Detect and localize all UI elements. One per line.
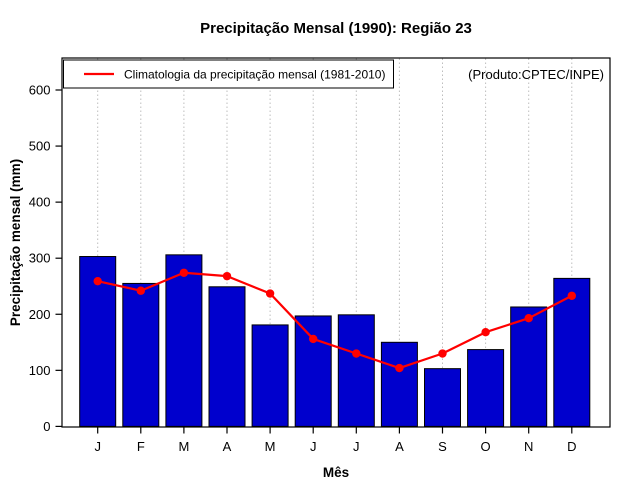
bar-N-10 — [510, 306, 548, 427]
x-tick-label-0: J — [94, 439, 101, 454]
x-axis-title: Mês — [323, 465, 349, 480]
climatology-point-7 — [395, 363, 404, 373]
y-axis-title: Precipitação mensal (mm) — [8, 159, 23, 326]
y-tick-label-6: 600 — [29, 83, 51, 98]
x-tick-label-4: M — [265, 439, 276, 454]
climatology-point-1 — [136, 286, 145, 295]
climatology-point-8 — [438, 349, 447, 358]
bar-A-3 — [208, 286, 246, 427]
climatology-point-3 — [222, 271, 232, 281]
bar-J-5 — [294, 315, 332, 427]
legend-box — [63, 59, 394, 89]
climatology-polyline — [97, 271, 573, 370]
climatology-point-6 — [352, 349, 361, 358]
x-tick-label-8: S — [438, 439, 447, 454]
product-watermark: (Produto:CPTEC/INPE) — [468, 67, 604, 82]
plot-border — [61, 57, 611, 428]
climatology-point-9 — [481, 328, 490, 337]
y-tick-label-0: 0 — [43, 419, 50, 434]
x-tick-label-6: J — [353, 439, 360, 454]
bar-D-11 — [553, 277, 591, 427]
y-tick-label-2: 200 — [29, 307, 51, 322]
bar-O-9 — [467, 349, 505, 427]
climatology-point-2 — [179, 268, 189, 277]
bar-S-8 — [424, 368, 461, 427]
x-tick-label-11: D — [567, 439, 576, 454]
climatology-point-0 — [93, 276, 102, 286]
y-tick-label-3: 300 — [29, 251, 51, 266]
x-tick-label-3: A — [223, 439, 232, 454]
climatology-point-4 — [265, 289, 275, 298]
legend: Climatologia da precipitação mensal (198… — [63, 59, 394, 89]
gridlines — [97, 58, 573, 427]
x-tick-label-2: M — [178, 439, 189, 454]
x-tick-label-5: J — [310, 439, 317, 454]
bar-F-1 — [122, 282, 160, 427]
axes: 0 100 200 300 400 500 600 J F M A M J J A S O N D — [29, 83, 577, 455]
climatology-line — [93, 268, 576, 373]
bars — [79, 254, 591, 427]
x-tick-label-7: A — [395, 439, 404, 454]
y-tick-label-4: 400 — [29, 195, 51, 210]
bar-M-2 — [165, 254, 203, 427]
x-tick-label-1: F — [137, 439, 145, 454]
bar-M-4 — [251, 324, 289, 427]
y-tick-label-1: 100 — [29, 363, 51, 378]
climatology-point-10 — [524, 313, 533, 323]
legend-label: Climatologia da precipitação mensal (198… — [124, 68, 385, 82]
bar-J-6 — [337, 314, 375, 427]
chart-title: Precipitação Mensal (1990): Região 23 — [200, 20, 472, 37]
bar-A-7 — [380, 341, 418, 427]
climatology-point-11 — [567, 291, 576, 300]
climatology-point-5 — [309, 334, 318, 344]
y-tick-label-5: 500 — [29, 139, 51, 154]
x-tick-label-9: O — [481, 439, 491, 454]
x-tick-label-10: N — [524, 439, 533, 454]
